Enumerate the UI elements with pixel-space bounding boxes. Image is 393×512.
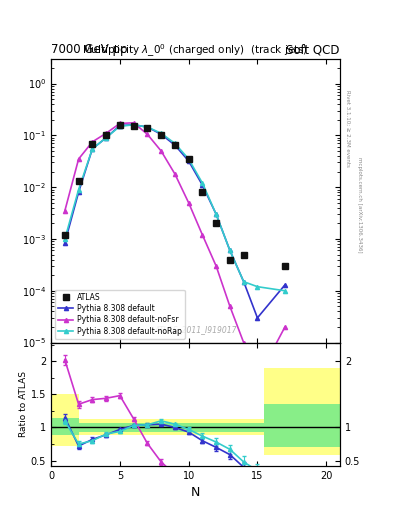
Pythia 8.308 default-noRap [76,186,81,193]
Pythia 8.308 default [76,189,81,195]
Bar [264,368,340,455]
ATLAS [159,132,163,138]
ATLAS [145,125,150,131]
Line: ATLAS: ATLAS [62,122,288,269]
Pythia 8.308 default-noRap [118,123,122,130]
ATLAS [283,263,287,269]
Pythia 8.308 default [90,146,95,152]
Pythia 8.308 default-noFsr [62,208,67,214]
Bar [79,423,264,432]
ATLAS [186,156,191,162]
Text: mcplots.cern.ch [arXiv:1306.3436]: mcplots.cern.ch [arXiv:1306.3436] [357,157,362,252]
Legend: ATLAS, Pythia 8.308 default, Pythia 8.308 default-noFsr, Pythia 8.308 default-no: ATLAS, Pythia 8.308 default, Pythia 8.30… [55,290,185,339]
Pythia 8.308 default [104,135,108,141]
Pythia 8.308 default [228,247,232,253]
Line: Pythia 8.308 default-noRap: Pythia 8.308 default-noRap [63,123,287,293]
Pythia 8.308 default-noFsr [76,156,81,162]
Pythia 8.308 default-noFsr [283,324,287,330]
Pythia 8.308 default-noFsr [131,120,136,126]
Bar [79,419,264,435]
Y-axis label: Ratio to ATLAS: Ratio to ATLAS [19,371,28,437]
Bar [51,417,79,435]
ATLAS [76,178,81,184]
Pythia 8.308 default-noRap [214,211,219,217]
X-axis label: N: N [191,486,200,499]
Pythia 8.308 default-noFsr [186,200,191,206]
ATLAS [173,142,177,148]
Pythia 8.308 default-noRap [283,288,287,294]
Pythia 8.308 default-noFsr [104,130,108,136]
Pythia 8.308 default [200,182,205,188]
Pythia 8.308 default-noRap [159,130,163,136]
Text: Soft QCD: Soft QCD [286,44,340,56]
Pythia 8.308 default-noFsr [228,303,232,309]
Bar [264,404,340,447]
Pythia 8.308 default [173,142,177,148]
Pythia 8.308 default-noRap [131,122,136,128]
ATLAS [214,220,219,226]
Pythia 8.308 default-noRap [200,180,205,186]
Pythia 8.308 default-noFsr [118,120,122,126]
Pythia 8.308 default [118,122,122,129]
Pythia 8.308 default-noRap [228,247,232,253]
Pythia 8.308 default-noRap [62,236,67,242]
ATLAS [118,122,122,128]
Pythia 8.308 default-noRap [186,156,191,162]
ATLAS [104,132,108,138]
ATLAS [62,232,67,238]
Text: Rivet 3.1.10; ≥ 2.3M events: Rivet 3.1.10; ≥ 2.3M events [345,90,350,166]
Pythia 8.308 default-noRap [173,140,177,146]
ATLAS [131,122,136,129]
Bar [51,394,79,446]
Pythia 8.308 default-noFsr [90,139,95,145]
Line: Pythia 8.308 default-noFsr: Pythia 8.308 default-noFsr [63,121,287,381]
Text: 7000 GeV pp: 7000 GeV pp [51,44,128,56]
Pythia 8.308 default-noFsr [159,148,163,154]
Pythia 8.308 default-noFsr [173,171,177,177]
Pythia 8.308 default [159,131,163,137]
Pythia 8.308 default [62,240,67,246]
Pythia 8.308 default-noRap [104,135,108,141]
ATLAS [228,257,232,263]
Pythia 8.308 default-noFsr [200,232,205,238]
Pythia 8.308 default [283,282,287,288]
Pythia 8.308 default-noFsr [145,131,150,137]
Pythia 8.308 default [186,158,191,164]
ATLAS [200,189,205,195]
Pythia 8.308 default-noRap [255,284,260,290]
Pythia 8.308 default [145,124,150,130]
Pythia 8.308 default-noRap [90,146,95,152]
ATLAS [90,141,95,147]
Line: Pythia 8.308 default: Pythia 8.308 default [63,123,287,320]
Text: ATLAS_2011_I919017: ATLAS_2011_I919017 [154,325,237,334]
Pythia 8.308 default [131,122,136,128]
Pythia 8.308 default-noFsr [214,263,219,269]
Pythia 8.308 default [241,279,246,285]
Title: Multiplicity $\lambda\_0^0$ (charged only)  (track jets): Multiplicity $\lambda\_0^0$ (charged onl… [83,42,309,59]
Pythia 8.308 default-noRap [241,279,246,285]
ATLAS [241,251,246,258]
Pythia 8.308 default [214,211,219,217]
Pythia 8.308 default-noFsr [241,339,246,346]
Pythia 8.308 default-noRap [145,124,150,130]
Pythia 8.308 default-noFsr [255,376,260,382]
Pythia 8.308 default [255,315,260,321]
